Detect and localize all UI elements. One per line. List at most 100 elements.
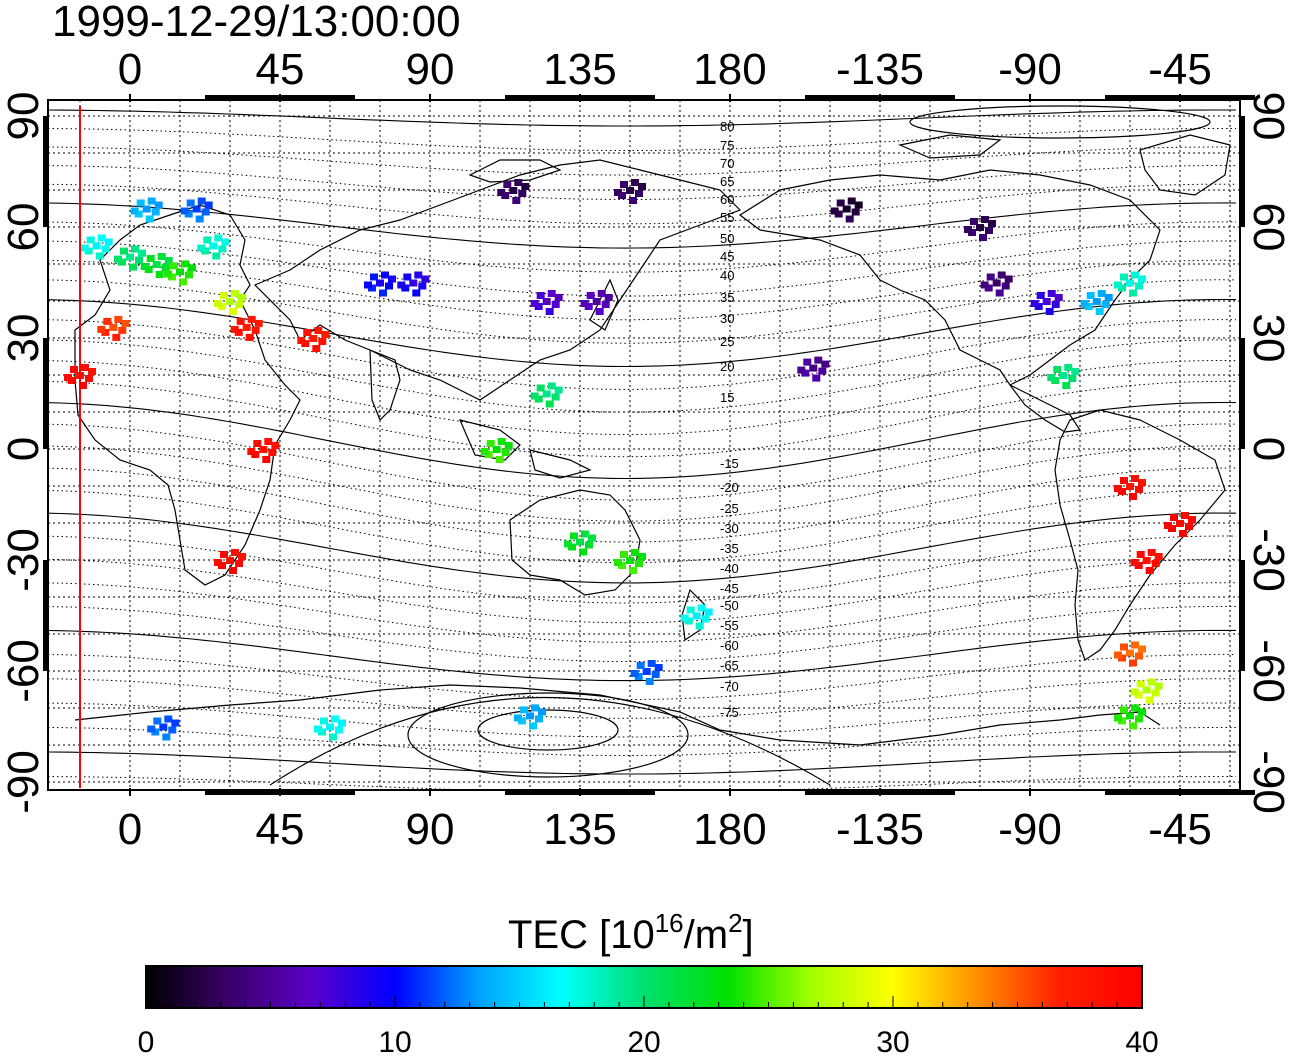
tec-data-point (126, 253, 134, 261)
tec-data-point (64, 374, 72, 381)
tec-data-point (259, 446, 268, 453)
tec-data-point (545, 308, 554, 315)
tec-data-point (486, 440, 495, 447)
tec-data-point (195, 215, 204, 223)
tec-data-point (588, 534, 596, 542)
tec-data-point (320, 717, 328, 725)
tec-data-point (1147, 678, 1156, 686)
tec-data-point (1145, 567, 1154, 574)
tec-data-point (1080, 300, 1089, 307)
tec-data-point (1131, 475, 1139, 482)
bottom-frame-segment (805, 790, 955, 795)
right-latitude-label: -90 (1244, 750, 1292, 814)
tec-data-point (1030, 300, 1039, 307)
magnetic-latitude-contour (47, 445, 1237, 522)
tec-data-point (214, 300, 222, 307)
magnetic-latitude-label: -45 (720, 581, 739, 596)
bottom-frame-tick (1029, 788, 1031, 796)
tec-data-point (538, 708, 546, 716)
right-frame-segment (1240, 338, 1245, 449)
tec-data-point (88, 368, 96, 375)
top-frame-tick (429, 94, 431, 102)
tec-data-point (1145, 696, 1154, 704)
tec-data-point (1068, 375, 1077, 382)
tec-data-point (620, 551, 628, 558)
tec-data-point (1147, 549, 1156, 556)
tec-data-point (164, 257, 173, 264)
tec-data-point (151, 208, 160, 216)
tec-data-point (164, 270, 172, 278)
magnetic-latitude-label: -75 (720, 705, 739, 720)
tec-data-point (130, 207, 139, 215)
tec-data-point (629, 197, 637, 204)
tec-data-point (204, 201, 213, 209)
tec-data-point (1188, 516, 1196, 523)
colorbar-tick-label: 20 (627, 1026, 660, 1057)
tec-data-point (138, 249, 146, 257)
map-plot-area (48, 100, 1240, 790)
tec-data-point (631, 179, 639, 186)
tec-data-point (1135, 486, 1143, 493)
tec-data-point (1164, 522, 1172, 529)
tec-data-point (697, 604, 706, 612)
tec-data-point (229, 308, 237, 315)
tec-data-point (579, 548, 587, 556)
tec-data-point (651, 671, 660, 678)
tec-data-point (814, 356, 823, 364)
tec-data-point (135, 256, 143, 264)
colorbar-tick-label: 0 (138, 1026, 155, 1057)
tec-data-point (601, 301, 610, 308)
tec-data-point (1086, 292, 1095, 299)
bottom-longitude-label: 0 (118, 805, 142, 854)
tec-data-point (268, 449, 277, 456)
tec-data-point (236, 317, 245, 325)
colorbar-tick-label: 40 (1125, 1026, 1158, 1057)
top-frame-segment (205, 95, 355, 100)
left-latitude-labels: 90 60 30 0 -30 -60 -90 (0, 92, 48, 814)
magnetic-latitude-labels: 80 75 70 65 60 55 50 45 40 35 30 25 20 15 -15 -20 -25 -30… (720, 119, 739, 720)
tec-data-point (262, 456, 271, 463)
magnetic-latitude-label: 20 (720, 359, 734, 374)
tec-data-point (385, 282, 393, 290)
tec-data-point (197, 197, 206, 205)
tec-data-point (530, 300, 539, 307)
tec-data-point (312, 345, 321, 352)
tec-data-point (185, 271, 193, 279)
tec-data-point (147, 197, 156, 205)
tec-data-point (264, 438, 273, 445)
tec-data-point (1047, 290, 1056, 297)
tec-data-point (212, 252, 221, 260)
colorbar-tick-label: 10 (378, 1026, 411, 1057)
magnetic-latitude-label: 80 (720, 119, 734, 134)
bottom-frame-tick (429, 788, 431, 796)
tec-data-point (418, 282, 427, 290)
tec-data-point (680, 614, 689, 622)
tec-data-point (121, 319, 130, 327)
magnetic-latitude-contour (47, 360, 1237, 435)
tec-data-point (214, 559, 222, 566)
tec-data-point (514, 179, 523, 186)
tec-data-point (220, 551, 228, 558)
tec-data-point (238, 294, 246, 301)
left-frame-segment (43, 338, 48, 449)
tec-data-point (504, 442, 513, 449)
tec-data-point (604, 294, 613, 301)
tec-data-point (92, 242, 101, 250)
magnetic-latitude-label: 60 (720, 192, 734, 207)
right-latitude-label: -30 (1244, 528, 1292, 592)
tec-data-point (503, 181, 512, 188)
tec-data-point (1059, 372, 1068, 379)
tec-data-point (403, 273, 412, 281)
tec-data-point (536, 384, 545, 392)
magnetic-latitude-contour (47, 423, 1237, 501)
tec-data-point (803, 358, 812, 366)
tec-data-point (120, 247, 128, 255)
tec-data-point (235, 560, 243, 567)
tec-data-point (564, 540, 572, 548)
tec-data-point (704, 608, 713, 616)
tec-data-point (554, 294, 563, 301)
top-longitude-label: 90 (406, 45, 455, 94)
tec-data-point (701, 615, 710, 623)
tec-data-point (1051, 301, 1060, 308)
tec-data-point (1138, 708, 1146, 716)
